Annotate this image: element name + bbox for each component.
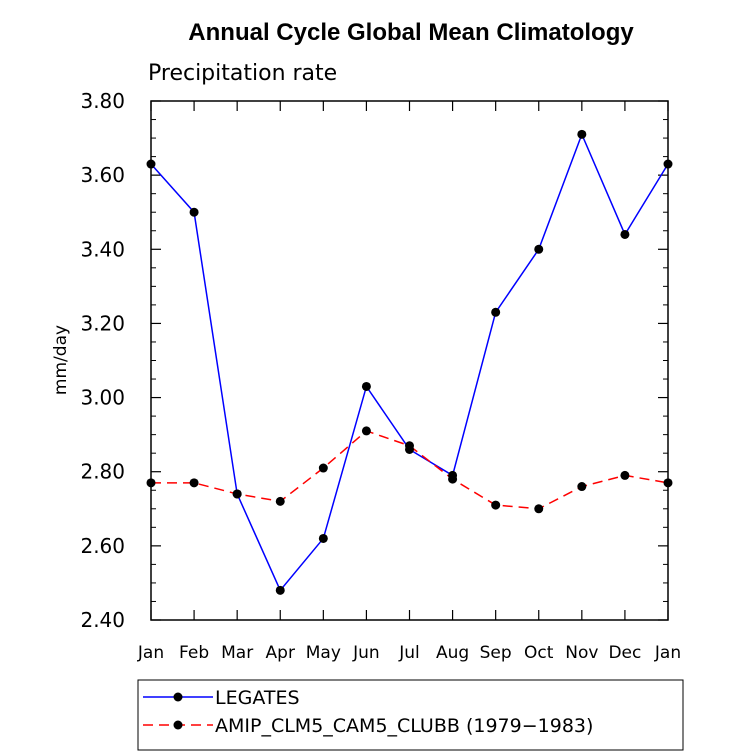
series-0-point — [577, 129, 587, 139]
series-0-point — [146, 159, 156, 169]
series-1-point — [491, 500, 501, 510]
y-tick-label: 3.40 — [80, 237, 125, 261]
x-tick-label: Dec — [608, 643, 641, 663]
series-1-point — [318, 463, 328, 473]
series-1-point — [232, 489, 242, 499]
series-1-point — [405, 441, 414, 451]
y-tick-label: 3.60 — [80, 163, 125, 187]
chart-subtitle: Precipitation rate — [148, 61, 337, 86]
x-tick-label: Jan — [654, 643, 681, 663]
y-axis: 2.40 2.60 2.80 3.00 3.20 3.40 3.60 3.80 — [80, 89, 668, 632]
series-0-point — [318, 533, 328, 543]
series-layer — [146, 129, 673, 595]
x-tick-label: Aug — [436, 643, 469, 663]
y-tick-label: 2.40 — [80, 608, 125, 632]
y-tick-label: 3.20 — [80, 311, 125, 335]
series-1-point — [534, 504, 544, 514]
series-0-point — [491, 307, 501, 317]
y-tick-label: 2.60 — [80, 534, 125, 558]
series-1-point — [448, 474, 458, 484]
series-1-point — [620, 470, 630, 480]
x-axis: Jan Feb Mar Apr May Jun Jul Aug Sep Oct Nov Dec Jan — [137, 101, 681, 663]
x-tick-label: Jun — [352, 643, 380, 663]
x-tick-label: Jul — [398, 643, 420, 663]
x-tick-label: May — [306, 643, 341, 663]
legend-marker-legates — [173, 692, 183, 702]
y-tick-label: 3.80 — [80, 89, 125, 113]
series-1-point — [577, 482, 587, 492]
y-tick-label: 2.80 — [80, 460, 125, 484]
series-1-point — [361, 426, 371, 436]
legend-marker-amip — [173, 720, 183, 730]
legend-label-legates: LEGATES — [215, 687, 300, 709]
legend: LEGATES AMIP_CLM5_CAM5_CLUBB (1979−1983) — [137, 679, 684, 751]
x-tick-label: Apr — [266, 643, 295, 663]
series-1-point — [275, 496, 285, 506]
series-1-point — [146, 478, 156, 488]
x-tick-label: Nov — [565, 643, 598, 663]
series-1-point — [663, 478, 673, 488]
x-tick-label: Oct — [524, 643, 554, 663]
x-tick-label: Mar — [221, 643, 253, 663]
series-0-point — [534, 244, 544, 254]
plot-frame — [150, 100, 669, 621]
legend-label-amip: AMIP_CLM5_CAM5_CLUBB (1979−1983) — [215, 715, 593, 737]
legend-frame — [137, 679, 684, 751]
chart-title: Annual Cycle Global Mean Climatology — [188, 19, 634, 46]
plot-border — [150, 100, 669, 621]
x-tick-label: Feb — [179, 643, 209, 663]
series-0-point — [663, 159, 673, 169]
series-line-0 — [150, 132, 669, 592]
series-1-point — [189, 478, 199, 488]
series-0-point — [189, 207, 199, 217]
series-0-point — [620, 229, 630, 239]
x-tick-label: Sep — [480, 643, 512, 663]
y-tick-label: 3.00 — [80, 386, 125, 410]
y-axis-label: mm/day — [51, 325, 71, 395]
series-0-point — [361, 381, 371, 391]
x-tick-label: Jan — [137, 643, 164, 663]
series-0-point — [275, 585, 285, 595]
